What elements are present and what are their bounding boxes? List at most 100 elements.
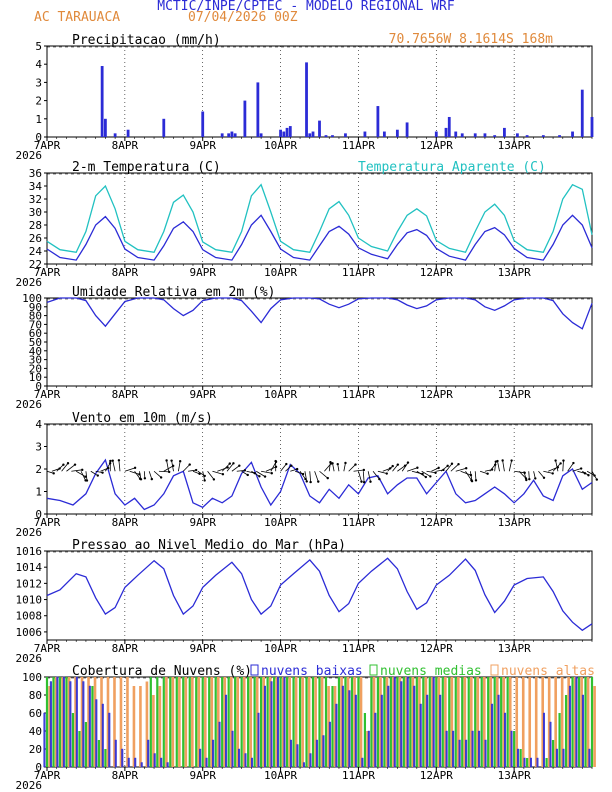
precip-bar	[493, 135, 497, 137]
precip-xtick-label: 7APR	[34, 139, 61, 152]
precip-ytick-label: 1	[35, 113, 42, 126]
wind-arrow	[337, 464, 340, 472]
cloud-bar-green	[292, 677, 295, 767]
cloud-bar-green	[337, 677, 341, 767]
cloud-bar-blue	[328, 721, 331, 768]
wind-arrow	[212, 470, 223, 475]
wind-frame	[46, 423, 593, 515]
wind-xtick-label: 9APR	[189, 516, 216, 529]
clouds-ytick-label: 20	[29, 743, 42, 756]
cloud-bar-blue	[458, 739, 461, 768]
precip-bar	[571, 131, 574, 137]
wind-arrow-head	[194, 468, 198, 472]
cloud-legend-box-blue	[250, 664, 259, 676]
precip-bar	[243, 100, 247, 137]
cloud-bar-orange	[158, 686, 162, 767]
wind-arrow-head	[344, 461, 347, 465]
cloud-bar-green	[448, 677, 451, 767]
rh-xtick-label: 13APR	[498, 388, 531, 401]
precip-bar	[580, 89, 584, 137]
precip-bar	[162, 118, 166, 137]
cloud-bar-orange	[223, 677, 227, 767]
rh-ytick-label: 80	[29, 310, 42, 323]
cloud-bar-orange	[476, 677, 480, 767]
precip-bar	[405, 122, 409, 137]
wind-arrow	[431, 467, 439, 472]
pres-xtick-label: 9APR	[189, 642, 216, 655]
wind-arrow	[148, 471, 153, 480]
cloud-bar-blue	[588, 748, 591, 768]
cloud-bar-green	[344, 677, 347, 767]
cloud-bar-green	[402, 677, 405, 767]
wind-arrow-head	[212, 478, 216, 481]
page-title: MCTIC/INPE/CPTEC - MODELO REGIONAL WRF	[157, 0, 455, 14]
rh-xtick-label: 12APR	[420, 388, 453, 401]
cloud-bar-orange	[236, 677, 240, 767]
cloud-bar-blue	[491, 703, 494, 768]
clouds-title: Cobertura de Nuvens (%)	[72, 664, 252, 679]
cloud-bar-green	[253, 677, 256, 767]
cloud-bar-orange	[229, 677, 233, 767]
clouds-xtick-label: 10APR	[264, 769, 297, 782]
cloud-bar-green	[564, 695, 568, 767]
wind-arrow	[314, 471, 319, 482]
wind-arrow	[285, 465, 292, 472]
wind-arrow-head	[474, 479, 478, 482]
precip-bar	[434, 131, 438, 137]
cloud-bar-blue	[542, 712, 545, 768]
cloud-bar-green	[545, 758, 548, 767]
cloud-bar-green	[201, 677, 204, 767]
pres-xtick-label: 12APR	[420, 642, 453, 655]
precip-bar	[288, 126, 292, 137]
cloud-bar-green	[526, 758, 529, 767]
rh-xtick-label: 9APR	[189, 388, 216, 401]
cloud-bar-green	[571, 677, 574, 767]
cloud-bar-blue	[575, 676, 578, 768]
cloud-bar-green	[84, 722, 88, 767]
pres-xtick-label: 13APR	[498, 642, 531, 655]
cloud-bar-green	[383, 677, 386, 767]
cloud-bar-orange	[470, 677, 473, 767]
wind-arrow-head	[263, 475, 267, 478]
cloud-bar-green	[214, 677, 217, 767]
wind-arrow-head	[501, 459, 504, 462]
cloud-legend-green: nuvens medias	[380, 664, 482, 679]
cloud-bar-blue	[361, 757, 364, 768]
cloud-bar-blue	[322, 735, 325, 768]
cloud-bar-green	[409, 677, 412, 767]
rh-ytick-label: 40	[29, 345, 42, 358]
temp-frame	[46, 172, 593, 265]
wind-xtick-label: 11APR	[342, 516, 375, 529]
cloud-bar-orange	[483, 677, 486, 767]
cloud-bar-orange	[126, 677, 129, 767]
wind-arrow	[562, 460, 564, 472]
wind-xtick-label: 10APR	[264, 516, 297, 529]
wind-arrow-head	[534, 477, 537, 480]
wind-arrow	[348, 464, 356, 472]
temp-ytick-label: 36	[29, 167, 42, 180]
wind-arrow-head	[446, 464, 449, 468]
cloud-bar-orange	[216, 677, 220, 767]
temp-line	[46, 214, 593, 261]
cloud-bar-orange	[411, 677, 415, 767]
wind-arrow	[555, 460, 559, 472]
cloud-bar-orange	[333, 686, 337, 767]
wind-arrow	[256, 470, 266, 477]
wind-arrow	[304, 471, 308, 482]
wind-arrow-head	[258, 475, 261, 478]
wind-arrow	[221, 463, 231, 472]
cloud-bar-green	[52, 677, 55, 767]
precip-bar	[447, 116, 451, 137]
cloud-bar-blue	[101, 703, 104, 768]
wind-arrow-head	[354, 463, 357, 466]
cloud-bar-green	[247, 677, 250, 767]
wind-arrow	[80, 471, 86, 481]
precip-bar	[318, 120, 321, 137]
cloud-bar-orange	[424, 677, 428, 767]
cloud-bar-blue	[581, 694, 584, 768]
rh-ytick-label: 100	[22, 292, 42, 305]
cloud-bar-orange	[275, 677, 278, 767]
cloud-bar-orange	[152, 695, 155, 767]
cloud-bar-green	[441, 677, 444, 767]
precip-bar	[230, 131, 234, 137]
